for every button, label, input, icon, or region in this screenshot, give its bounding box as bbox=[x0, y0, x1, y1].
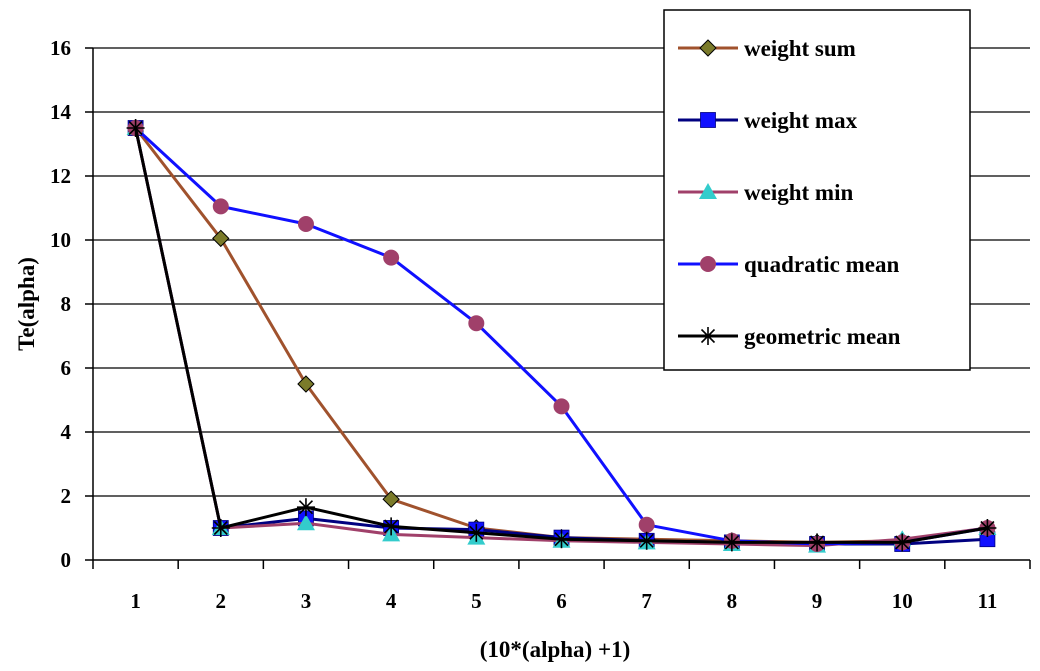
legend-marker bbox=[699, 183, 717, 199]
y-tick-label: 6 bbox=[61, 356, 72, 380]
x-tick-label: 1 bbox=[130, 589, 141, 613]
x-tick-label: 11 bbox=[977, 589, 997, 613]
legend-item: weight sum bbox=[678, 36, 856, 61]
x-tick-label: 5 bbox=[471, 589, 482, 613]
legend-marker bbox=[699, 327, 717, 345]
legend-item: quadratic mean bbox=[678, 252, 899, 277]
data-point bbox=[126, 119, 145, 137]
legend-label: weight min bbox=[744, 180, 853, 205]
legend-label: quadratic mean bbox=[744, 252, 899, 277]
data-point bbox=[552, 530, 571, 549]
x-axis-title: (10*(alpha) +1) bbox=[480, 637, 630, 662]
data-point bbox=[893, 533, 912, 552]
marker-stroke bbox=[700, 328, 716, 344]
y-tick-label: 14 bbox=[50, 100, 72, 124]
legend-marker bbox=[700, 256, 716, 272]
gridlines bbox=[93, 47, 1030, 497]
marker-stroke bbox=[724, 535, 739, 550]
marker-stroke bbox=[384, 519, 399, 534]
x-tick-label: 4 bbox=[386, 589, 397, 613]
data-point bbox=[383, 249, 400, 266]
legend: weight sum weight max weight min quadratic … bbox=[663, 9, 971, 371]
marker-stroke bbox=[469, 525, 484, 540]
x-tick-label: 8 bbox=[727, 589, 738, 613]
data-point bbox=[382, 490, 400, 508]
y-tick-label: 8 bbox=[61, 292, 72, 316]
y-tick-label: 2 bbox=[61, 484, 72, 508]
y-tick-label: 12 bbox=[50, 164, 71, 188]
marker-stroke bbox=[554, 532, 569, 547]
legend-label: geometric mean bbox=[744, 324, 901, 349]
data-point bbox=[212, 229, 230, 248]
marker-stroke bbox=[298, 500, 314, 515]
data-point bbox=[212, 198, 229, 215]
y-tick-label: 16 bbox=[50, 36, 71, 60]
x-tick-label: 6 bbox=[556, 589, 567, 613]
marker-stroke bbox=[213, 520, 228, 536]
series-geometric-mean bbox=[126, 119, 997, 552]
x-tick-label: 7 bbox=[641, 589, 652, 613]
y-axis-title: Te(alpha) bbox=[14, 257, 39, 351]
data-point bbox=[638, 516, 655, 533]
legend-item: weight max bbox=[678, 108, 858, 133]
axes bbox=[85, 47, 1031, 569]
marker-stroke bbox=[639, 533, 654, 548]
data-point bbox=[978, 519, 997, 537]
x-tick-label: 3 bbox=[301, 589, 312, 613]
y-tick-label: 0 bbox=[61, 548, 72, 572]
data-point bbox=[553, 398, 570, 415]
marker-stroke bbox=[895, 535, 910, 550]
series-group bbox=[126, 119, 997, 553]
data-point bbox=[468, 315, 485, 332]
y-tick-label: 4 bbox=[61, 420, 72, 444]
data-point bbox=[297, 216, 314, 232]
marker-stroke bbox=[980, 520, 995, 536]
data-point bbox=[722, 533, 741, 552]
legend-label: weight sum bbox=[744, 36, 856, 61]
marker-stroke bbox=[809, 535, 825, 550]
data-point bbox=[467, 523, 486, 542]
legend-marker bbox=[700, 112, 716, 128]
x-tick-label: 10 bbox=[892, 589, 913, 613]
legend-label: weight max bbox=[744, 108, 858, 133]
legend-box bbox=[663, 9, 971, 371]
data-point bbox=[637, 531, 656, 550]
data-point bbox=[211, 519, 230, 537]
legend-item: weight min bbox=[678, 180, 853, 205]
legend-item: geometric mean bbox=[678, 324, 901, 349]
x-tick-label: 9 bbox=[812, 589, 823, 613]
data-point bbox=[382, 517, 401, 536]
y-tick-label: 10 bbox=[50, 228, 71, 252]
data-point bbox=[296, 514, 315, 531]
marker-stroke bbox=[128, 120, 143, 136]
data-point bbox=[808, 533, 827, 552]
legend-marker bbox=[699, 39, 717, 57]
data-point bbox=[296, 498, 315, 517]
x-tick-label: 2 bbox=[216, 589, 227, 613]
data-point bbox=[297, 375, 315, 393]
